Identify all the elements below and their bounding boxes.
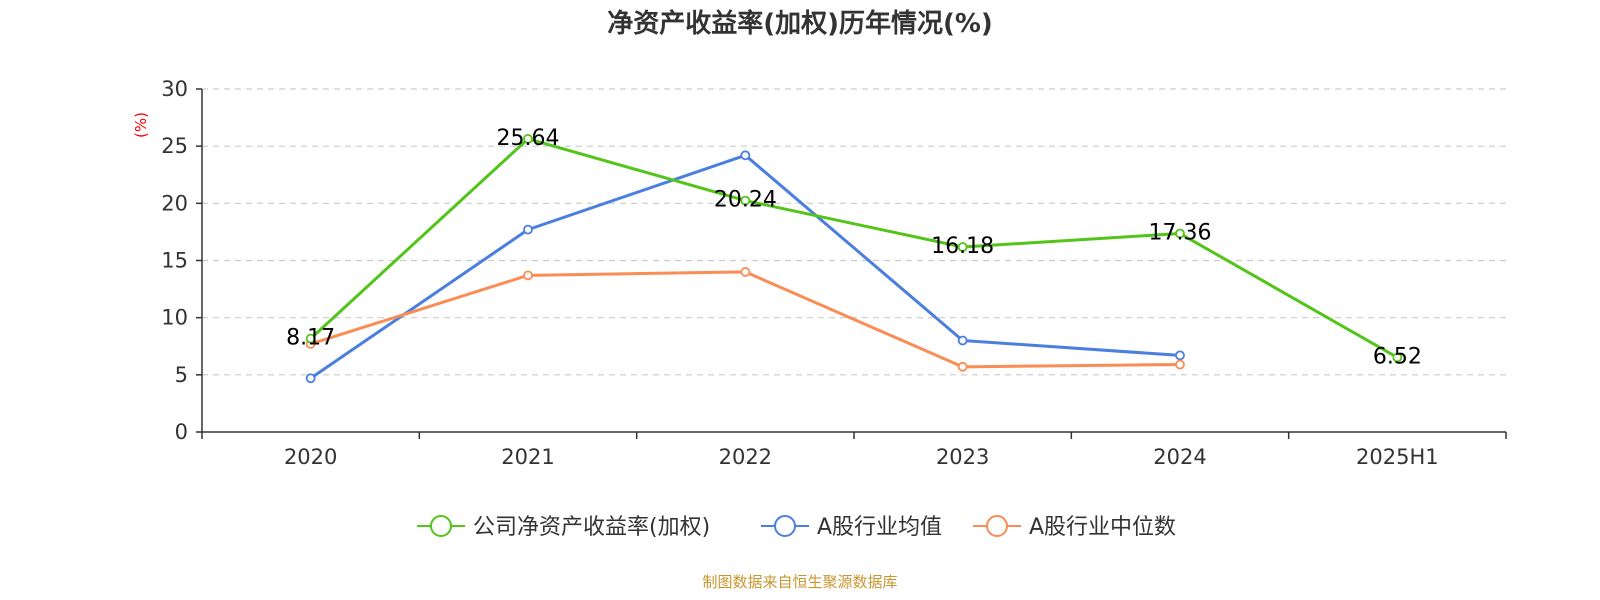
y-axis-label: (%)	[132, 112, 150, 138]
data-labels: 8.17 25.64 20.24 16.18 17.36 6.52	[286, 126, 1422, 370]
legend-label: A股行业均值	[817, 515, 942, 540]
data-label: 25.64	[497, 126, 560, 151]
y-tick-label: 5	[175, 363, 188, 387]
data-point[interactable]	[740, 150, 751, 161]
data-point[interactable]	[957, 361, 968, 372]
data-label: 17.36	[1149, 221, 1212, 246]
data-point[interactable]	[1175, 359, 1185, 370]
data-point[interactable]	[957, 335, 968, 346]
data-point[interactable]	[1392, 352, 1403, 363]
data-label: 6.52	[1373, 344, 1422, 369]
legend-item-2[interactable]: A股行业中位数	[973, 515, 1176, 540]
legend-label: 公司净资产收益率(加权)	[473, 515, 710, 540]
legend-label: A股行业中位数	[1029, 515, 1176, 540]
y-tick-label: 30	[161, 77, 188, 101]
data-point[interactable]	[523, 270, 533, 281]
data-point[interactable]	[523, 133, 533, 144]
data-label: 8.17	[286, 326, 335, 351]
data-point[interactable]	[523, 224, 533, 235]
data-point[interactable]	[740, 267, 751, 277]
x-tick-label: 2025H1	[1356, 445, 1439, 469]
series-line-0	[309, 137, 1399, 359]
y-tick-label: 0	[175, 420, 188, 444]
grid-lines	[202, 88, 1506, 376]
legend-marker	[774, 515, 796, 537]
legend-item-1[interactable]: A股行业均值	[761, 515, 942, 540]
data-point[interactable]	[305, 333, 316, 344]
axes: 0 5 10 15 20 25 30 2020 2021 2022 2023 2024 2025H1	[161, 77, 1507, 469]
legend-marker	[430, 515, 452, 537]
y-tick-label: 25	[161, 134, 188, 158]
x-tick-label: 2020	[284, 445, 337, 469]
data-point[interactable]	[957, 242, 968, 252]
data-point[interactable]	[1175, 350, 1185, 361]
data-point[interactable]	[1175, 228, 1185, 239]
x-tick-label: 2024	[1153, 445, 1206, 469]
series-group	[305, 133, 1403, 384]
x-tick-label: 2021	[501, 445, 554, 469]
legend-marker	[986, 515, 1008, 537]
y-tick-label: 20	[161, 191, 188, 215]
chart-title: 净资产收益率(加权)历年情况(%)	[607, 8, 993, 39]
legend-item-0[interactable]: 公司净资产收益率(加权)	[417, 515, 710, 540]
legend[interactable]: 公司净资产收益率(加权) A股行业均值 A股行业中位数	[417, 515, 1176, 540]
data-point[interactable]	[740, 195, 751, 206]
x-tick-label: 2022	[719, 445, 772, 469]
data-label: 20.24	[714, 188, 777, 213]
data-label: 16.18	[931, 234, 994, 259]
source-note: 制图数据来自恒生聚源数据库	[702, 573, 897, 591]
x-tick-label: 2023	[936, 445, 989, 469]
y-tick-label: 15	[161, 249, 188, 273]
data-point[interactable]	[305, 373, 316, 384]
y-tick-label: 10	[161, 306, 188, 330]
series-line-2	[310, 270, 1181, 369]
